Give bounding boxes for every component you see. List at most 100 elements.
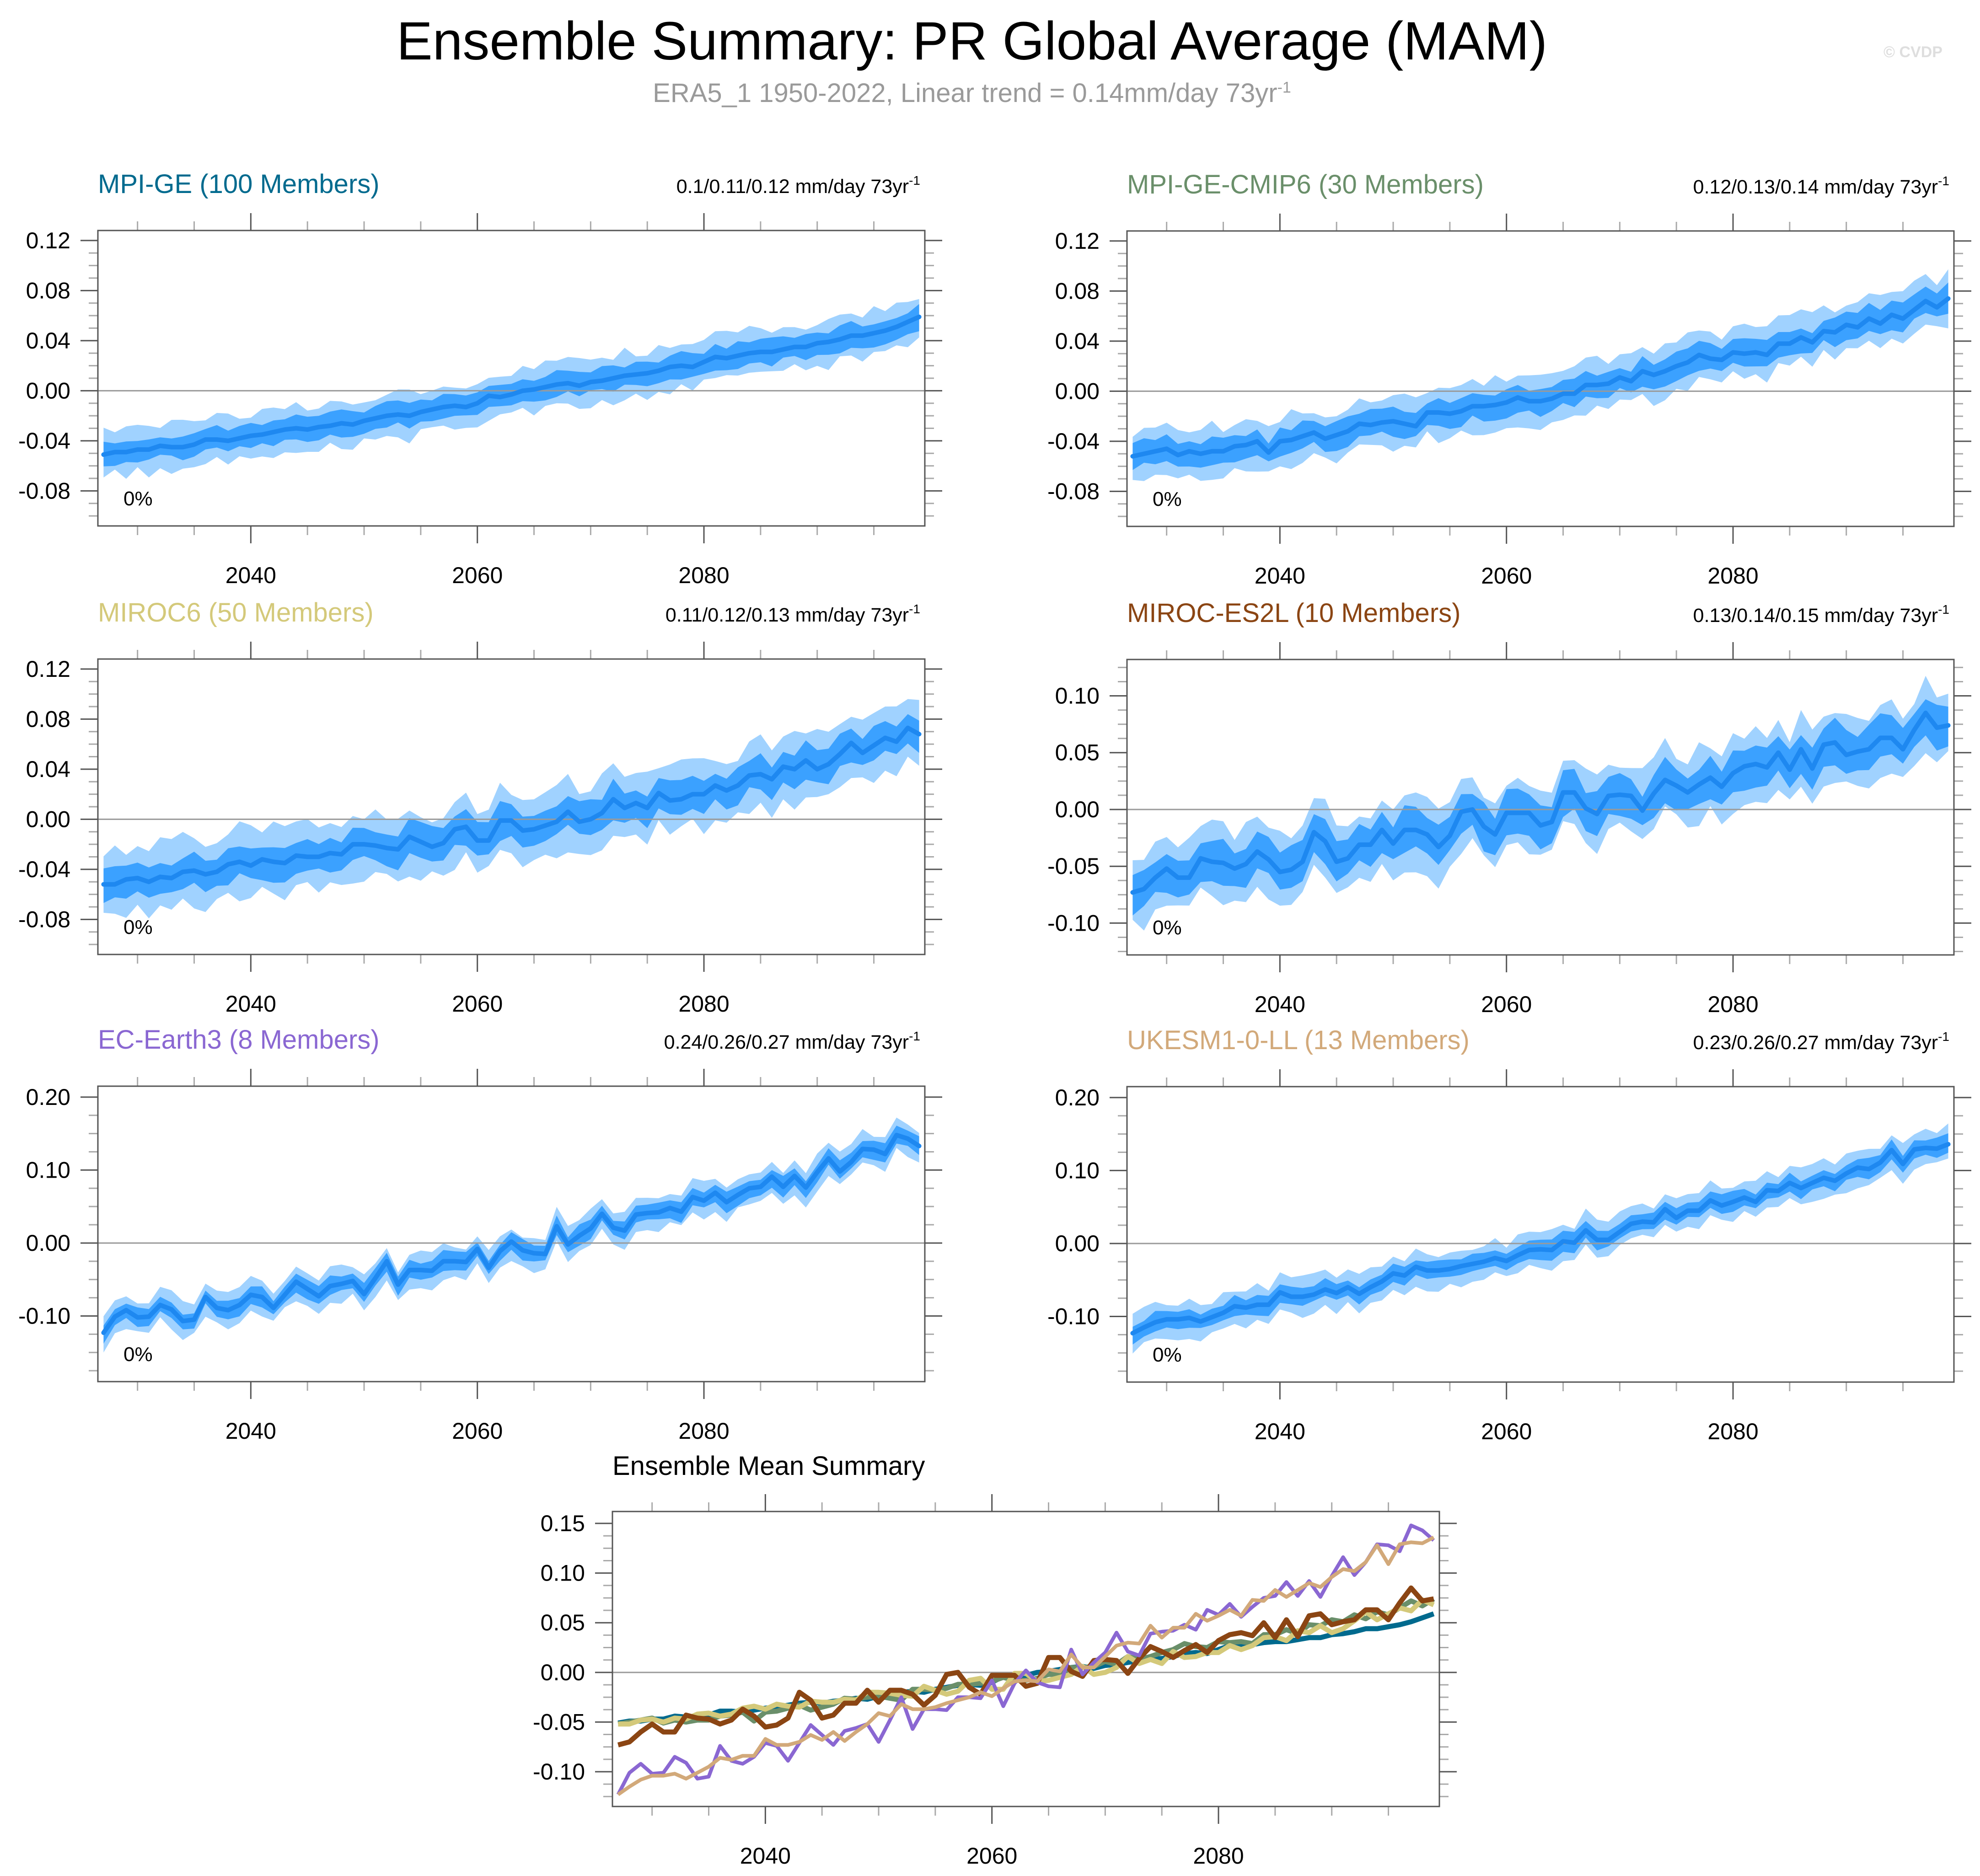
trend-label: 0.23/0.26/0.27 mm/day 73yr-1 bbox=[1693, 1029, 1949, 1054]
y-tick-label: 0.12 bbox=[26, 656, 70, 682]
y-tick-label: 0.00 bbox=[1055, 378, 1100, 404]
y-tick-label: 0.04 bbox=[1055, 328, 1100, 354]
panel-title: MPI-GE (100 Members) bbox=[98, 169, 380, 199]
summary-title: Ensemble Mean Summary bbox=[612, 1451, 925, 1481]
inner-spread-band bbox=[103, 304, 919, 466]
ensemble-mean-line bbox=[1130, 296, 1951, 459]
panel-title: MIROC-ES2L (10 Members) bbox=[1127, 598, 1460, 628]
subtitle-text: ERA5_1 1950-2022, Linear trend = 0.14mm/… bbox=[653, 78, 1277, 108]
x-tick-label: 2080 bbox=[1707, 563, 1758, 589]
x-tick-label: 2060 bbox=[452, 1418, 503, 1444]
plot-area bbox=[98, 299, 925, 479]
y-tick-label: 0.00 bbox=[1055, 797, 1100, 822]
y-tick-label: 0.00 bbox=[26, 378, 70, 403]
y-tick-label: -0.04 bbox=[18, 857, 70, 882]
y-tick-label: 0.05 bbox=[1055, 740, 1100, 766]
percent-annotation: 0% bbox=[1153, 1344, 1182, 1366]
y-tick-label: 0.08 bbox=[26, 278, 70, 303]
series-line-miroc6 bbox=[618, 1597, 1435, 1727]
x-tick-label: 2060 bbox=[452, 563, 503, 588]
trend-superscript: -1 bbox=[1938, 174, 1949, 188]
trend-text: 0.13/0.14/0.15 mm/day 73yr bbox=[1693, 605, 1938, 627]
panel-ec-earth3: 0% EC-Earth3 (8 Members) 0.24/0.26/0.27 mm… bbox=[18, 1025, 942, 1444]
y-tick-label: -0.08 bbox=[1047, 478, 1100, 504]
cvdp-watermark: © CVDP bbox=[1883, 43, 1942, 61]
panel-miroc-es2l: 0% MIROC-ES2L (10 Members) 0.13/0.14/0.15 … bbox=[1047, 598, 1971, 1017]
trend-label: 0.11/0.12/0.13 mm/day 73yr-1 bbox=[665, 602, 920, 626]
panel-ensemble-mean-summary: Ensemble Mean Summary 2040 2060 2080 -0.10 -0… bbox=[533, 1451, 1457, 1869]
trend-label: 0.12/0.13/0.14 mm/day 73yr-1 bbox=[1693, 174, 1949, 198]
y-tick-label: -0.10 bbox=[1047, 910, 1100, 936]
panel-title: UKESM1-0-LL (13 Members) bbox=[1127, 1025, 1470, 1055]
inner-spread-band bbox=[1132, 282, 1948, 470]
plot-frame bbox=[97, 658, 926, 955]
y-tick-label: 0.10 bbox=[1055, 1158, 1100, 1183]
x-tick-label: 2060 bbox=[452, 991, 503, 1017]
y-tick-label: -0.10 bbox=[18, 1303, 70, 1329]
plot-frame bbox=[1126, 1086, 1955, 1383]
plot-area bbox=[98, 1117, 925, 1353]
y-tick-label: -0.04 bbox=[18, 428, 70, 454]
y-tick-label: -0.10 bbox=[1047, 1303, 1100, 1329]
plot-frame bbox=[1126, 230, 1955, 527]
x-tick-label: 2060 bbox=[966, 1843, 1017, 1869]
outer-spread-band bbox=[1132, 675, 1948, 931]
series-line-ukesm1-0-ll bbox=[617, 1535, 1435, 1796]
ensemble-mean-line bbox=[1130, 710, 1951, 895]
y-tick-label: 0.10 bbox=[1055, 683, 1100, 709]
trend-label: 0.13/0.14/0.15 mm/day 73yr-1 bbox=[1693, 602, 1949, 627]
x-tick-label: 2040 bbox=[225, 991, 276, 1017]
plot-area bbox=[1127, 1123, 1954, 1354]
x-tick-label: 2060 bbox=[1481, 992, 1532, 1017]
y-tick-label: 0.12 bbox=[1055, 228, 1100, 254]
plot-frame bbox=[97, 1085, 926, 1383]
plot-area bbox=[98, 699, 925, 919]
trend-label: 0.24/0.26/0.27 mm/day 73yr-1 bbox=[664, 1029, 920, 1053]
panel-title: EC-Earth3 (8 Members) bbox=[98, 1025, 380, 1055]
y-tick-label: 0.15 bbox=[541, 1511, 585, 1536]
y-tick-label: 0.05 bbox=[541, 1610, 585, 1635]
y-tick-label: -0.08 bbox=[18, 478, 70, 504]
x-tick-label: 2060 bbox=[1481, 563, 1532, 589]
x-tick-label: 2080 bbox=[1193, 1843, 1244, 1869]
ensemble-mean-line bbox=[1130, 1142, 1951, 1336]
y-tick-label: 0.04 bbox=[26, 756, 70, 782]
y-tick-label: 0.10 bbox=[541, 1560, 585, 1586]
panel-ukesm1-0-ll: 0% UKESM1-0-LL (13 Members) 0.23/0.26/0.27… bbox=[1047, 1025, 1971, 1444]
panel-mpi-ge-cmip6: 0% MPI-GE-CMIP6 (30 Members) 0.12/0.13/0.1… bbox=[1047, 170, 1971, 589]
ensemble-mean-line bbox=[101, 1132, 922, 1335]
trend-superscript: -1 bbox=[909, 1029, 920, 1043]
y-tick-label: 0.10 bbox=[26, 1157, 70, 1183]
x-tick-label: 2060 bbox=[1481, 1419, 1532, 1444]
subtitle-superscript: -1 bbox=[1277, 79, 1291, 96]
trend-text: 0.1/0.11/0.12 mm/day 73yr bbox=[676, 176, 909, 198]
trend-superscript: -1 bbox=[1938, 602, 1949, 616]
y-tick-label: -0.04 bbox=[1047, 429, 1100, 454]
trend-text: 0.23/0.26/0.27 mm/day 73yr bbox=[1693, 1032, 1938, 1054]
trend-text: 0.24/0.26/0.27 mm/day 73yr bbox=[664, 1031, 909, 1053]
x-tick-label: 2040 bbox=[740, 1843, 791, 1869]
trend-superscript: -1 bbox=[1938, 1029, 1949, 1044]
y-tick-label: 0.08 bbox=[1055, 278, 1100, 304]
y-tick-label: 0.20 bbox=[1055, 1085, 1100, 1110]
plot-area bbox=[1127, 675, 1954, 931]
y-tick-label: 0.20 bbox=[26, 1084, 70, 1110]
plot-frame bbox=[612, 1511, 1440, 1807]
x-tick-label: 2040 bbox=[1255, 992, 1305, 1017]
x-tick-label: 2080 bbox=[678, 1418, 729, 1444]
x-tick-label: 2080 bbox=[678, 991, 729, 1017]
y-tick-label: 0.12 bbox=[26, 228, 70, 253]
plot-area bbox=[612, 1523, 1439, 1796]
plot-frame bbox=[1126, 659, 1955, 956]
y-tick-label: 0.00 bbox=[541, 1660, 585, 1685]
percent-annotation: 0% bbox=[123, 488, 153, 510]
percent-annotation: 0% bbox=[123, 916, 153, 938]
panel-title: MPI-GE-CMIP6 (30 Members) bbox=[1127, 170, 1484, 199]
y-tick-label: 0.00 bbox=[26, 1230, 70, 1256]
trend-text: 0.11/0.12/0.13 mm/day 73yr bbox=[665, 604, 909, 626]
y-tick-label: 0.00 bbox=[26, 806, 70, 832]
plot-frame bbox=[97, 230, 926, 527]
panel-title: MIROC6 (50 Members) bbox=[98, 598, 374, 627]
percent-annotation: 0% bbox=[1153, 488, 1182, 510]
trend-label: 0.1/0.11/0.12 mm/day 73yr-1 bbox=[676, 173, 920, 198]
